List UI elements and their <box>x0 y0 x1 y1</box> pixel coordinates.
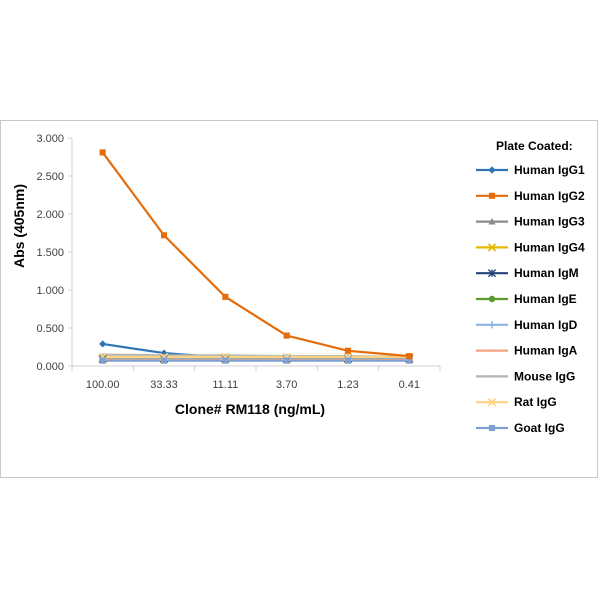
x-tick-label: 100.00 <box>86 379 120 391</box>
legend-item-goat-igg: Goat IgG <box>476 421 565 435</box>
data-point-human-igg2 <box>160 232 168 239</box>
chart-frame <box>0 120 598 478</box>
legend-label: Human IgA <box>514 344 578 358</box>
data-point-goat-igg <box>160 357 168 364</box>
data-point-goat-igg <box>283 357 290 364</box>
y-tick-label: 0.000 <box>36 361 64 373</box>
data-point-human-igg2 <box>406 353 413 360</box>
data-point-human-igg1 <box>99 340 107 348</box>
series-lines <box>101 151 410 362</box>
data-point-human-igg2 <box>99 149 106 156</box>
legend-marker <box>488 192 496 199</box>
legend-item-human-iga: Human IgA <box>476 344 578 358</box>
legend-marker <box>487 269 497 278</box>
legend-marker <box>488 218 496 225</box>
y-tick-label: 1.000 <box>36 285 64 297</box>
series-line-human-igg2 <box>101 151 410 358</box>
legend-marker <box>488 321 496 329</box>
legend-label: Mouse IgG <box>514 369 575 383</box>
legend-item-rat-igg: Rat IgG <box>476 395 557 409</box>
y-tick-label: 0.500 <box>36 323 64 335</box>
legend-title: Plate Coated: <box>496 139 573 153</box>
x-tick-label: 0.41 <box>399 379 420 391</box>
legend-item-human-igg4: Human IgG4 <box>476 240 585 254</box>
y-tick-label: 1.500 <box>36 247 64 259</box>
legend-item-human-igg3: Human IgG3 <box>476 215 585 229</box>
legend-label: Human IgM <box>514 266 579 280</box>
data-point-human-igg2 <box>344 347 352 354</box>
legend-marker <box>487 398 497 407</box>
data-point-human-igg2 <box>283 332 290 339</box>
data-point-human-igg1 <box>160 349 168 357</box>
legend-marker <box>488 295 496 303</box>
legend-item-human-igg1: Human IgG1 <box>476 163 585 177</box>
legend-label: Human IgE <box>514 292 577 306</box>
data-point-human-igg2 <box>222 293 229 300</box>
plot-area <box>71 138 441 371</box>
y-tick-label: 2.500 <box>36 171 64 183</box>
data-point-goat-igg <box>344 357 352 364</box>
series-markers <box>98 149 414 364</box>
y-axis-title: Abs (405nm) <box>11 184 27 268</box>
legend-label: Rat IgG <box>514 395 557 409</box>
x-tick-label: 11.11 <box>212 379 238 391</box>
x-tick-label: 3.70 <box>276 379 297 391</box>
legend-item-human-igd: Human IgD <box>476 318 578 332</box>
y-tick-label: 3.000 <box>36 133 64 145</box>
y-tick-label: 2.000 <box>36 209 64 221</box>
legend-label: Human IgG4 <box>514 240 585 254</box>
legend-label: Human IgG3 <box>514 215 585 229</box>
legend-marker <box>488 166 496 174</box>
data-point-goat-igg <box>222 357 229 364</box>
data-point-goat-igg <box>99 357 106 364</box>
legend-label: Human IgD <box>514 318 578 332</box>
legend-item-human-ige: Human IgE <box>476 292 577 306</box>
data-point-goat-igg <box>406 357 413 364</box>
x-tick-label: 1.23 <box>337 379 358 391</box>
legend: Plate Coated: Human IgG1 Human IgG2 Human … <box>476 139 585 435</box>
x-tick-label: 33.33 <box>150 379 178 391</box>
x-axis-ticks: 100.00 33.33 11.11 3.70 1.23 0.41 <box>86 379 420 391</box>
legend-marker <box>488 424 496 432</box>
legend-label: Human IgG1 <box>514 163 585 177</box>
legend-item-mouse-igg: Mouse IgG <box>476 369 575 383</box>
legend-item-human-igg2: Human IgG2 <box>476 189 585 203</box>
legend-label: Goat IgG <box>514 421 565 435</box>
legend-label: Human IgG2 <box>514 189 585 203</box>
y-axis-ticks: 0.000 0.500 1.000 1.500 2.000 2.500 3.000 <box>36 133 72 373</box>
legend-marker <box>487 243 497 252</box>
x-axis-title: Clone# RM118 (ng/mL) <box>175 401 325 417</box>
legend-item-human-igm: Human IgM <box>476 266 579 280</box>
